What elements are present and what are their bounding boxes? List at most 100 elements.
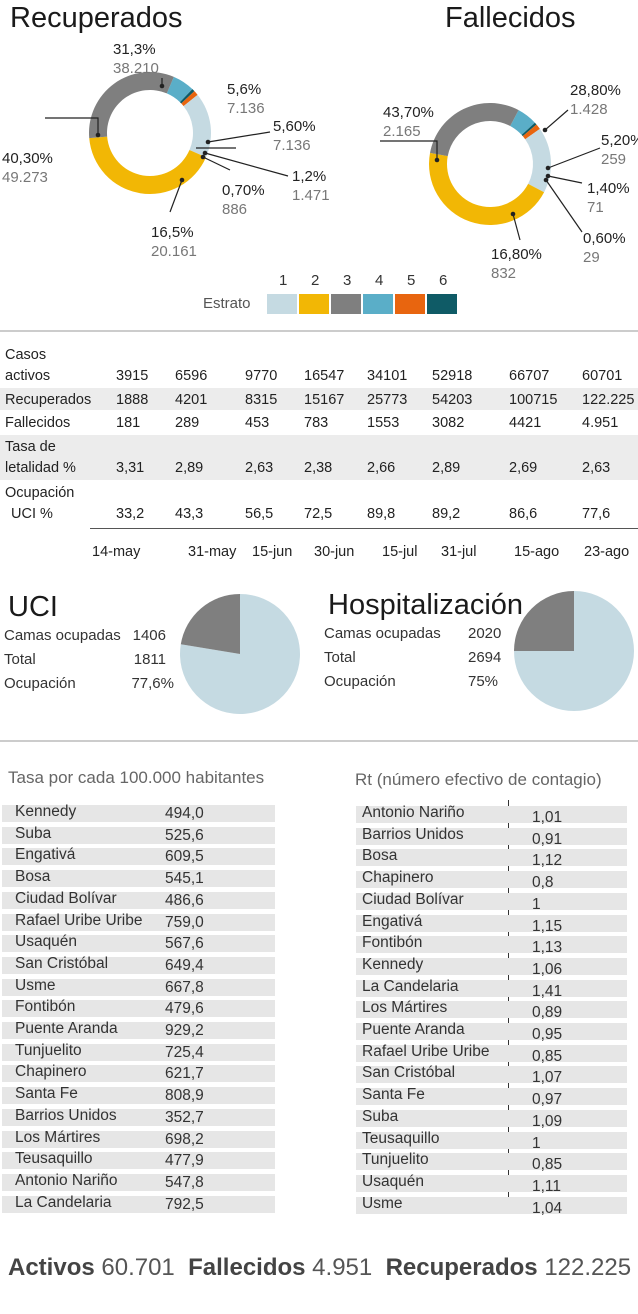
table-cell: 100715 <box>509 392 558 408</box>
fal-label-5: 1,40% 71 <box>587 180 630 216</box>
table-cell: 181 <box>116 415 141 431</box>
tasa-value: 621,7 <box>165 1065 204 1083</box>
table-cell: 33,2 <box>116 506 145 522</box>
rt-locality: Fontibón <box>362 934 423 952</box>
leader-line <box>204 152 289 177</box>
table-cell: 122.225 <box>582 392 635 408</box>
table-cell: 56,5 <box>245 506 274 522</box>
tasa-row: Rafael Uribe Uribe 759,0 <box>2 911 275 932</box>
rt-value: 1,11 <box>532 1177 562 1195</box>
rt-locality: Teusaquillo <box>362 1129 440 1147</box>
tasa-title: Tasa por cada 100.000 habitantes <box>8 768 265 787</box>
tasa-value: 698,2 <box>165 1130 204 1148</box>
legend-number: 6 <box>439 272 448 289</box>
tasa-row: Puente Aranda 929,2 <box>2 1020 275 1040</box>
tasa-value: 759,0 <box>165 913 204 931</box>
donut-charts <box>45 71 601 241</box>
recuperados-title: Recuperados <box>10 2 183 34</box>
fallecidos-slice-estrato-5 <box>522 124 540 140</box>
footer-summary: Activos 60.701 Fallecidos 4.951 Recupera… <box>8 1254 631 1282</box>
tasa-row: Tunjuelito 725,4 <box>2 1042 275 1062</box>
table-cell: 2,89 <box>175 460 204 476</box>
tasa-row: San Cristóbal 649,4 <box>2 955 275 975</box>
leader-dot <box>95 132 101 138</box>
table-cell: 60701 <box>582 368 623 384</box>
table-cell: 1888 <box>116 392 149 408</box>
recuperados-slice-estrato-6 <box>179 89 195 104</box>
fallecidos-donut <box>429 102 551 226</box>
tasa-row: Barrios Unidos 352,7 <box>2 1107 275 1127</box>
uci-title: UCI <box>8 591 58 623</box>
leader-line <box>202 156 231 171</box>
tasa-value: 547,8 <box>165 1173 204 1191</box>
tasa-locality: Puente Aranda <box>15 1020 118 1037</box>
rt-value: 0,97 <box>532 1091 563 1109</box>
leader-dot <box>545 173 551 179</box>
table-row-label: Recuperados <box>5 392 92 408</box>
leader-line <box>512 213 521 241</box>
tasa-value: 929,2 <box>165 1022 204 1039</box>
legend-label: Estrato <box>203 295 251 312</box>
date-tick-label: 23-ago <box>584 544 630 560</box>
tasa-row: Teusaquillo 477,9 <box>2 1150 275 1170</box>
uci-slice-free <box>180 594 240 654</box>
table-row-bg <box>0 435 638 480</box>
table-cell: 2,89 <box>432 460 461 476</box>
tasa-row: Santa Fe 808,9 <box>2 1085 275 1105</box>
footer-fallecidos-label: Fallecidos <box>188 1254 306 1281</box>
rt-locality: Antonio Nariño <box>362 804 465 821</box>
rec-label-6: 0,70% 886 <box>222 182 265 218</box>
leader-line <box>545 179 583 233</box>
rt-locality: Bosa <box>362 847 398 865</box>
rt-value: 1,41 <box>532 982 563 1000</box>
table-cell: 66707 <box>509 368 550 384</box>
rt-title: Rt (número efectivo de contagio) <box>355 770 602 789</box>
date-tick-label: 14-may <box>92 544 141 560</box>
table-cell: 453 <box>245 415 270 431</box>
table-cell: 4201 <box>175 392 208 408</box>
rt-locality: Tunjuelito <box>362 1151 429 1169</box>
leader-dot <box>159 83 165 89</box>
leader-dot <box>205 139 211 145</box>
table-cell: 1553 <box>367 415 400 431</box>
fallecidos-title: Fallecidos <box>445 2 576 34</box>
table-cell: 2,69 <box>509 460 538 476</box>
footer-recuperados-label: Recuperados <box>385 1254 538 1281</box>
rec-label-1: 16,5% 20.161 <box>151 224 197 260</box>
divider <box>0 740 638 742</box>
rt-row: Antonio Nariño 1,01 <box>356 804 627 826</box>
table-cell: 77,6 <box>582 506 611 522</box>
table-cell: 34101 <box>367 368 408 384</box>
rt-locality: La Candelaria <box>362 977 459 995</box>
rt-locality: Los Mártires <box>362 999 448 1017</box>
leader-lines <box>45 78 601 241</box>
rt-row: Tunjuelito 0,85 <box>356 1151 627 1173</box>
divider <box>0 330 638 332</box>
rt-value: 1,07 <box>532 1069 563 1087</box>
date-tick-label: 31-may <box>188 544 237 560</box>
table-row-label: Tasa de letalidad % <box>5 439 76 476</box>
rt-row: Chapinero 0,8 <box>356 869 627 891</box>
rt-row: San Cristóbal 1,07 <box>356 1064 627 1087</box>
rt-row: Barrios Unidos 0,91 <box>356 826 627 848</box>
leader-dot <box>510 211 516 217</box>
rt-value: 1,06 <box>532 960 563 978</box>
table-row-label: Fallecidos <box>5 415 71 431</box>
rt-locality: Rafael Uribe Uribe <box>362 1042 490 1060</box>
rt-value: 1,12 <box>532 852 563 870</box>
tasa-value: 545,1 <box>165 870 204 888</box>
rt-locality: Ciudad Bolívar <box>362 890 464 908</box>
table-cell: 9770 <box>245 368 278 384</box>
rt-locality: Chapinero <box>362 869 434 887</box>
tasa-row: Antonio Nariño 547,8 <box>2 1172 275 1192</box>
tasa-row: Suba 525,6 <box>2 825 275 845</box>
rt-row: Engativá 1,15 <box>356 913 627 935</box>
hosp-title: Hospitalización <box>328 589 524 621</box>
tasa-row: Kennedy 494,0 <box>2 803 275 823</box>
tasa-locality: Rafael Uribe Uribe <box>15 911 143 929</box>
rt-locality: Suba <box>362 1107 399 1125</box>
table-cell: 52918 <box>432 368 473 384</box>
table-cell: 2,38 <box>304 460 333 476</box>
footer-activos-label: Activos <box>8 1254 95 1281</box>
table-row-bg <box>0 388 638 410</box>
